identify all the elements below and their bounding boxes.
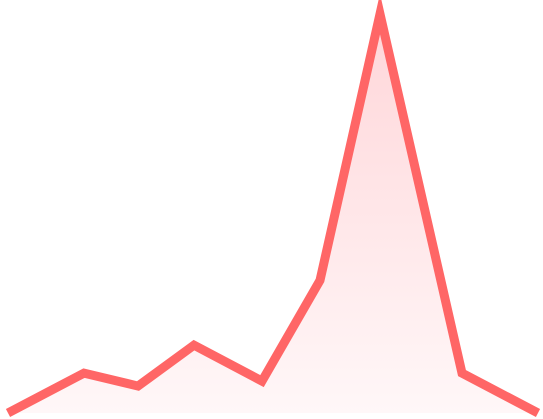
series-line-layer [5, 0, 541, 417]
series-line [5, 0, 541, 417]
area-fill-layer [8, 14, 538, 413]
area-fill [8, 14, 538, 413]
